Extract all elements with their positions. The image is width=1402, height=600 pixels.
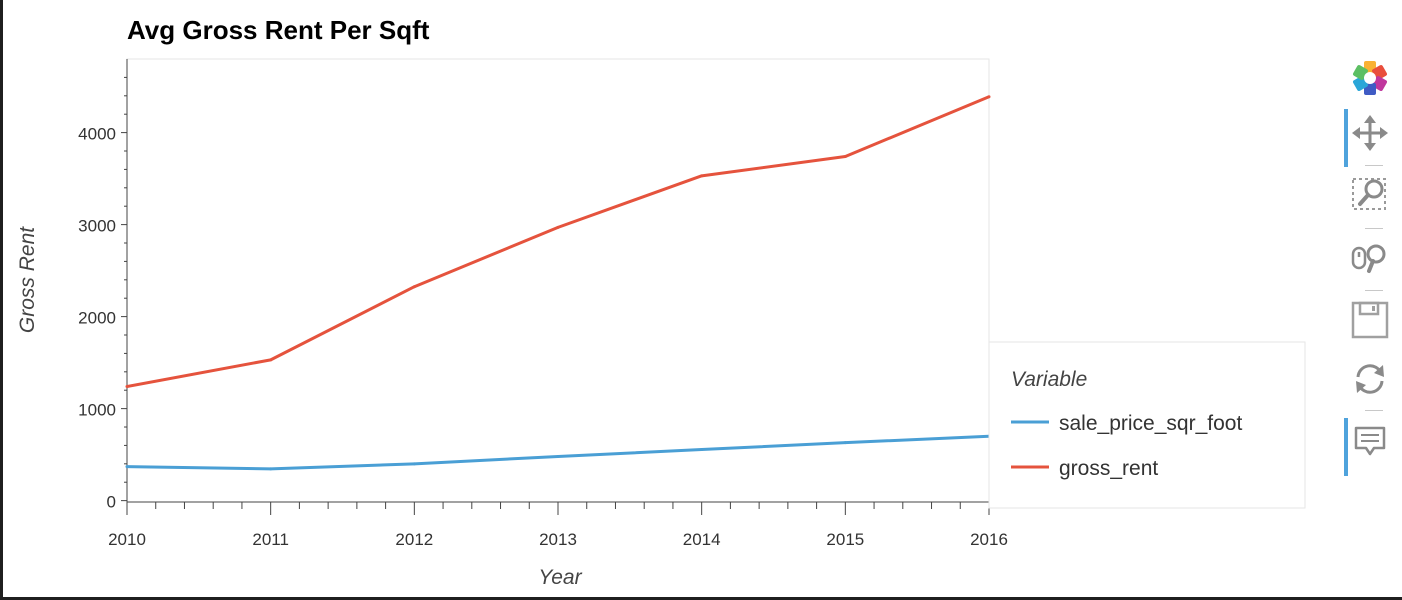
hover-tool-button[interactable] bbox=[1344, 418, 1390, 476]
x-tick-label: 2015 bbox=[826, 530, 864, 549]
data-point-gross_rent bbox=[700, 174, 704, 178]
data-point-gross_rent bbox=[843, 155, 847, 159]
x-tick-label: 2014 bbox=[683, 530, 721, 549]
x-tick-label: 2010 bbox=[108, 530, 146, 549]
save-tool-button[interactable] bbox=[1350, 300, 1390, 340]
logo-icon bbox=[1353, 61, 1387, 95]
data-point-sale_price_sqr_foot bbox=[700, 448, 704, 452]
x-tick-label: 2016 bbox=[970, 530, 1008, 549]
window-frame-bottom bbox=[0, 597, 1402, 600]
y-tick-label: 2000 bbox=[78, 309, 116, 328]
legend-item-label: gross_rent bbox=[1059, 457, 1158, 480]
x-tick-label: 2011 bbox=[252, 530, 289, 549]
y-axis: 0 1000 2000 3000 4000 bbox=[78, 59, 128, 512]
plot-area bbox=[126, 58, 990, 503]
data-point-sale_price_sqr_foot bbox=[125, 465, 129, 469]
legend-box bbox=[988, 341, 1306, 509]
x-tick-label: 2012 bbox=[395, 530, 433, 549]
bokeh-logo[interactable] bbox=[1350, 58, 1390, 98]
legend-title: Variable bbox=[1011, 368, 1087, 391]
y-axis-label: Gross Rent bbox=[16, 226, 39, 333]
data-point-gross_rent bbox=[125, 385, 129, 389]
series-line-sale_price_sqr_foot bbox=[126, 434, 990, 471]
data-point-gross_rent bbox=[269, 358, 273, 362]
chart-title: Avg Gross Rent Per Sqft bbox=[127, 15, 430, 45]
legend-item-label: sale_price_sqr_foot bbox=[1059, 412, 1242, 435]
reset-tool-button[interactable] bbox=[1350, 359, 1390, 399]
wheel-zoom-tool-button[interactable] bbox=[1350, 238, 1390, 278]
box-zoom-icon bbox=[1352, 178, 1386, 210]
x-tick-label: 2013 bbox=[539, 530, 577, 549]
legend: Variable sale_price_sqr_foot gross_rent bbox=[988, 341, 1306, 509]
x-axis: 2010 2011 2012 2013 2014 2015 2016 bbox=[108, 501, 1008, 549]
toolbar-divider bbox=[1365, 165, 1383, 166]
reset-icon bbox=[1356, 364, 1384, 394]
data-point-sale_price_sqr_foot bbox=[556, 454, 560, 458]
y-tick-label: 1000 bbox=[78, 401, 116, 420]
toolbar-divider bbox=[1365, 410, 1383, 411]
data-point-gross_rent bbox=[412, 285, 416, 289]
pan-tool-button[interactable] bbox=[1344, 109, 1390, 167]
window-frame-left bbox=[0, 0, 3, 600]
toolbar-divider bbox=[1365, 228, 1383, 229]
y-tick-label: 3000 bbox=[78, 217, 116, 236]
data-point-gross_rent bbox=[556, 225, 560, 229]
box-zoom-tool-button[interactable] bbox=[1350, 174, 1390, 214]
hover-icon bbox=[1354, 426, 1386, 456]
data-point-sale_price_sqr_foot bbox=[843, 441, 847, 445]
data-point-gross_rent bbox=[987, 95, 991, 99]
pan-icon bbox=[1352, 115, 1388, 151]
wheel-zoom-icon bbox=[1351, 244, 1386, 273]
plot-toolbar bbox=[1340, 52, 1402, 492]
data-point-sale_price_sqr_foot bbox=[269, 467, 273, 471]
x-axis-label: Year bbox=[538, 566, 582, 589]
data-point-sale_price_sqr_foot bbox=[412, 462, 416, 466]
series-line-gross_rent bbox=[126, 95, 990, 389]
toolbar-divider bbox=[1365, 290, 1383, 291]
y-tick-label: 0 bbox=[107, 493, 116, 512]
line-chart: Avg Gross Rent Per Sqft 0 1000 2000 3000 400… bbox=[16, 15, 1306, 589]
series-layer bbox=[125, 95, 991, 471]
save-icon bbox=[1351, 301, 1389, 339]
y-tick-label: 4000 bbox=[78, 125, 116, 144]
